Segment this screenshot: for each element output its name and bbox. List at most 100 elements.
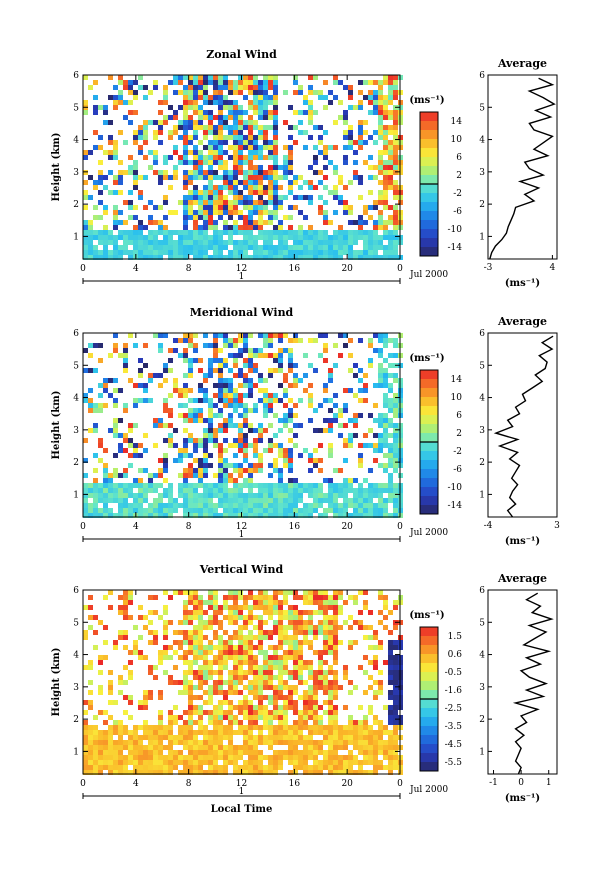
- colorbar-segment: [420, 406, 438, 416]
- colorbar-segment: [420, 699, 438, 709]
- y-tick-label: 6: [73, 329, 79, 339]
- x-tick-label: 0: [80, 522, 86, 532]
- heatmap-cells: [83, 333, 403, 518]
- colorbar-tick-label: 2: [456, 171, 462, 181]
- panel-title: Meridional Wind: [190, 306, 294, 319]
- panel-title: Zonal Wind: [206, 48, 277, 61]
- colorbar-tick-label: -10: [448, 483, 463, 493]
- colorbar-tick-label: -10: [448, 225, 463, 235]
- colorbar-segment: [420, 505, 438, 515]
- date-label: Jul 2000: [409, 785, 448, 795]
- colorbar-unit: (ms⁻¹): [409, 353, 444, 364]
- colorbar-segment: [420, 397, 438, 407]
- average-title: Average: [497, 572, 547, 585]
- colorbar-tick-label: -6: [453, 207, 462, 217]
- colorbar-segment: [420, 415, 438, 425]
- colorbar-segment: [420, 744, 438, 754]
- colorbar-tick-label: 14: [451, 117, 463, 127]
- average-x-tick-label: 1: [546, 778, 552, 788]
- y-ticks: 1 2 3 4 5 6: [73, 71, 400, 242]
- x-tick-label: 8: [186, 264, 192, 274]
- x-tick-label: 0: [80, 779, 86, 789]
- average-x-label: (ms⁻¹): [505, 536, 540, 547]
- y-tick-label: 3: [73, 683, 79, 693]
- average-y-tick-label: 4: [479, 394, 485, 404]
- colorbar-tick-label: 1.5: [448, 632, 463, 642]
- average-y-tick-label: 4: [479, 651, 485, 661]
- x-tick-label: 20: [341, 522, 353, 532]
- panel-title: Vertical Wind: [199, 563, 284, 576]
- colorbar: (ms⁻¹) 14 10 6 2 -2 -6 -10 -14: [409, 95, 462, 257]
- colorbar-segment: [420, 139, 438, 149]
- average-y-tick-label: 5: [479, 618, 485, 628]
- average-profile: Average 1 2 3 4 5 6 -4 3 (ms⁻¹): [479, 315, 560, 547]
- x-tick-label: 4: [133, 522, 139, 532]
- colorbar-segment: [420, 247, 438, 257]
- colorbar-segment: [420, 211, 438, 221]
- colorbar-segment: [420, 753, 438, 763]
- x-tick-label: 8: [186, 779, 192, 789]
- y-tick-label: 4: [73, 651, 79, 661]
- x-tick-label: 12: [236, 264, 247, 274]
- colorbar-segment: [420, 229, 438, 239]
- y-axis-label: Height (km): [51, 133, 62, 202]
- colorbar-segment: [420, 478, 438, 488]
- colorbar-tick-label: -2.5: [445, 704, 463, 714]
- x-tick-label: 0: [80, 264, 86, 274]
- average-frame: [487, 332, 558, 518]
- colorbar-segment: [420, 627, 438, 637]
- colorbar-segment: [420, 370, 438, 380]
- x-ticks: 0 4 8 12 16 20 0: [80, 75, 403, 274]
- colorbar-tick-label: 2: [456, 429, 462, 439]
- colorbar-segment: [420, 112, 438, 122]
- average-line: [512, 592, 554, 775]
- date-label: Jul 2000: [409, 270, 448, 280]
- colorbar-segment: [420, 717, 438, 727]
- day-label: 1: [239, 787, 245, 797]
- x-tick-label: 20: [341, 264, 353, 274]
- colorbar-segment: [420, 726, 438, 736]
- y-tick-label: 5: [73, 103, 79, 113]
- colorbar-tick-label: 0.6: [448, 650, 463, 660]
- y-tick-label: 1: [73, 490, 79, 500]
- colorbar-tick-label: -0.5: [445, 668, 463, 678]
- colorbar-segment: [420, 487, 438, 497]
- colorbar-segment: [420, 451, 438, 461]
- colorbar-tick-label: 14: [451, 375, 463, 385]
- average-x-tick-label: 3: [554, 521, 560, 531]
- colorbar-tick-label: -3.5: [445, 722, 463, 732]
- colorbar: (ms⁻¹) 1.5 0.6 -0.5 -1.6 -2.5 -3.5 -4.5 -5.5: [409, 610, 462, 772]
- colorbar-segment: [420, 681, 438, 691]
- x-tick-label: 12: [236, 779, 247, 789]
- average-x-label: (ms⁻¹): [505, 278, 540, 289]
- colorbar-segment: [420, 157, 438, 167]
- colorbar-segment: [420, 424, 438, 434]
- colorbar-segment: [420, 238, 438, 248]
- colorbar-segment: [420, 130, 438, 140]
- average-line: [489, 77, 556, 260]
- y-tick-label: 4: [73, 394, 79, 404]
- x-tick-label: 0: [397, 522, 403, 532]
- colorbar-tick-label: -14: [448, 501, 463, 511]
- y-tick-label: 4: [73, 136, 79, 146]
- x-ticks: 0 4 8 12 16 20 0: [80, 590, 403, 789]
- y-tick-label: 2: [73, 458, 79, 468]
- average-y-tick-label: 4: [479, 136, 485, 146]
- colorbar-segment: [420, 379, 438, 389]
- colorbar-segment: [420, 663, 438, 673]
- day-label: 1: [239, 530, 245, 540]
- colorbar-tick-label: -1.6: [445, 686, 463, 696]
- colorbar-segment: [420, 175, 438, 185]
- y-axis-label: Height (km): [51, 391, 62, 460]
- average-y-tick-label: 3: [479, 168, 485, 178]
- y-tick-label: 3: [73, 426, 79, 436]
- y-tick-label: 1: [73, 747, 79, 757]
- heatmap-cells: [83, 75, 403, 260]
- day-label: 1: [239, 272, 245, 282]
- colorbar: (ms⁻¹) 14 10 6 2 -2 -6 -10 -14: [409, 353, 462, 515]
- y-tick-label: 2: [73, 200, 79, 210]
- colorbar-segment: [420, 166, 438, 176]
- colorbar-tick-label: 6: [456, 411, 462, 421]
